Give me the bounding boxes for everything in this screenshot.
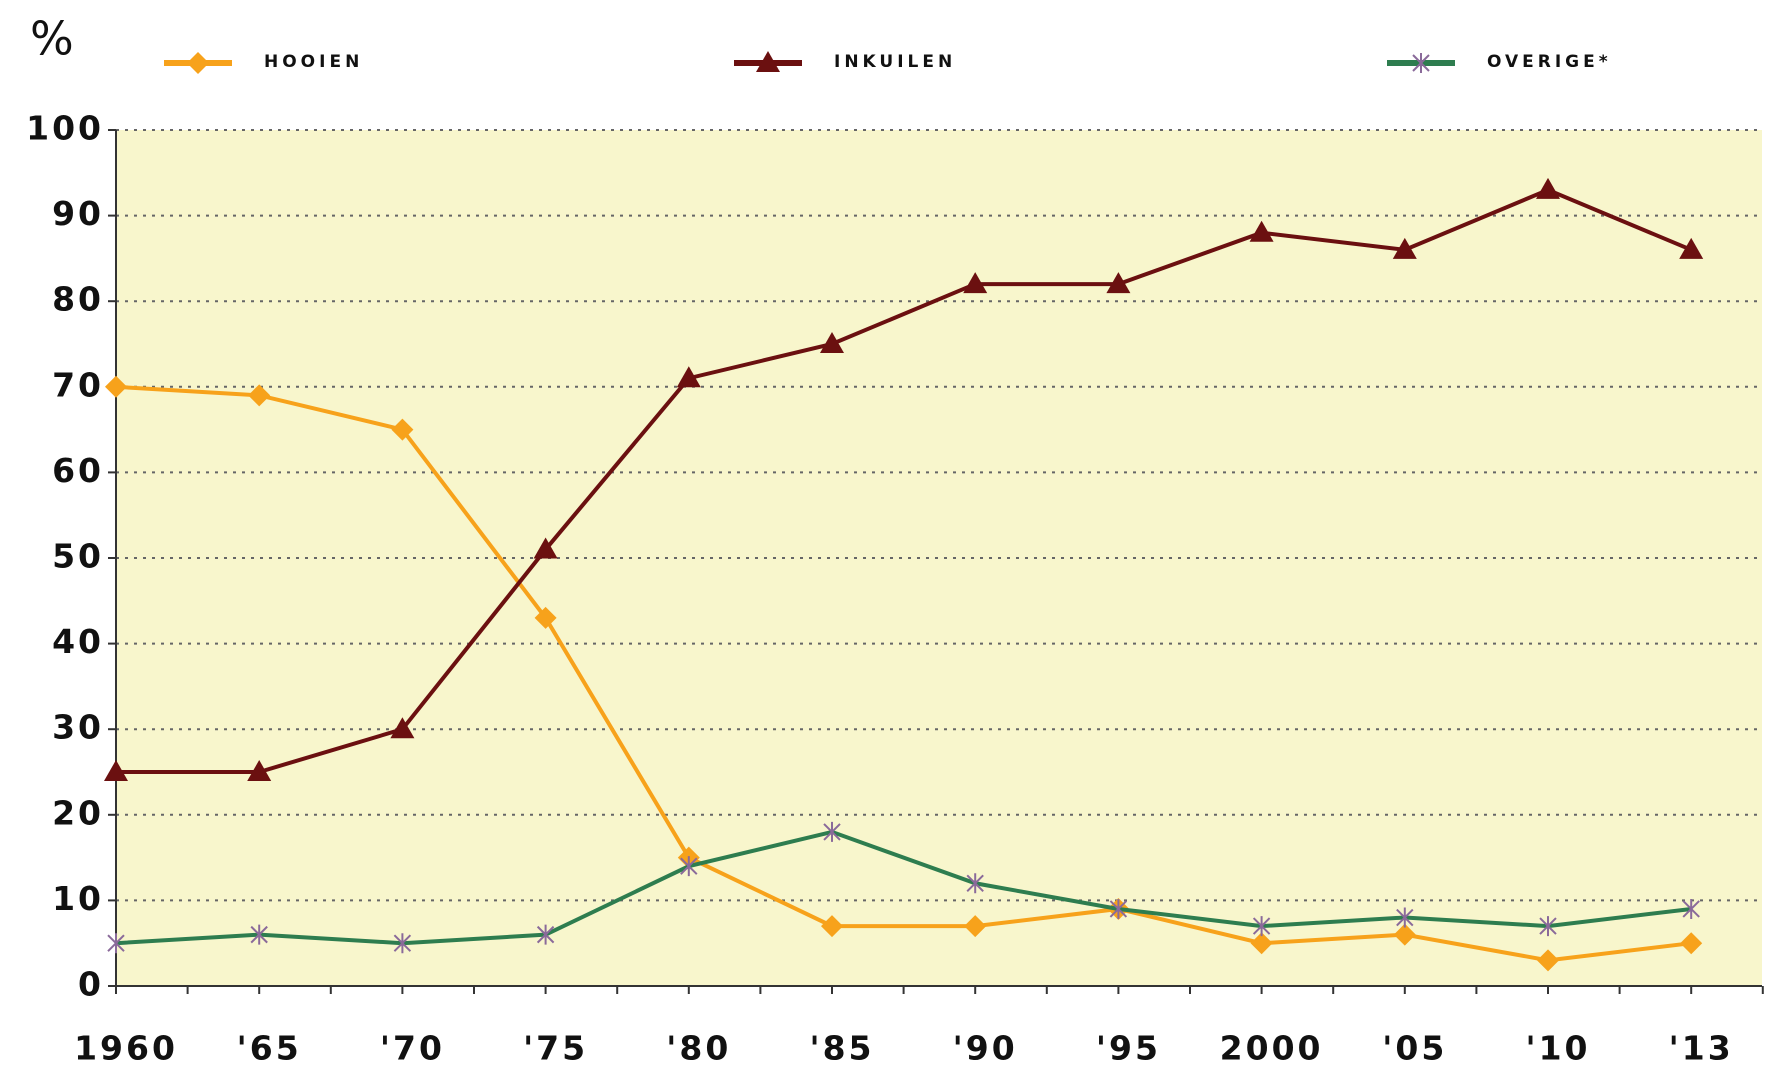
x-tick-label: '80 [666,1029,731,1068]
data-point [820,332,844,353]
y-axis-label: % [30,12,74,66]
x-tick-label: '85 [809,1029,874,1068]
legend-marker [187,52,209,74]
y-tick-label: 50 [52,537,104,576]
data-point [1392,237,1417,259]
series-line [115,384,1692,963]
data-point [823,821,841,842]
x-tick-label: '95 [1096,1029,1161,1068]
legend-label: OVERIGE* [1487,52,1612,72]
x-tick-label: '75 [523,1029,588,1068]
y-tick-label: 70 [52,365,104,404]
data-point [1393,923,1416,946]
x-tick-label: '70 [380,1029,445,1068]
series-line [116,187,1692,774]
data-point [390,717,415,739]
data-point [1682,898,1700,919]
data-point [250,924,268,945]
x-tick-label: 1960 [74,1029,178,1068]
data-point [1536,177,1560,199]
data-point [536,924,555,945]
data-point [533,537,558,559]
data-point [1250,932,1273,955]
data-point [105,375,127,398]
series-line [115,829,1692,946]
x-tick-label: '05 [1382,1029,1447,1068]
data-point [534,606,557,629]
x-tick-label: '90 [953,1029,1018,1068]
x-tick-label: 2000 [1220,1029,1324,1068]
data-point [107,933,125,954]
data-point [966,873,984,894]
data-point [1679,237,1704,259]
legend-marker [756,51,780,72]
y-tick-label: 100 [26,109,104,148]
data-point [391,418,414,441]
y-tick-label: 30 [52,708,104,747]
plot-area [116,130,1762,986]
x-tick-label: '65 [237,1029,302,1068]
data-point [247,760,272,781]
legend-label: INKUILEN [834,52,956,72]
data-point [963,272,988,294]
y-tick-label: 80 [52,280,104,319]
data-point [680,856,698,877]
data-point [1109,898,1128,919]
data-point [821,915,843,938]
data-point [1249,220,1274,242]
data-point [393,933,412,954]
data-point [1106,272,1131,294]
data-point [1539,916,1557,937]
y-tick-label: 60 [52,451,104,490]
data-point [1252,916,1271,937]
legend-marker [1412,53,1430,73]
x-tick-label: '10 [1525,1029,1590,1068]
data-point [1680,932,1703,955]
data-point [248,384,271,407]
x-tick-label: '13 [1669,1029,1734,1068]
data-point [676,366,701,388]
legend-label: HOOIEN [264,52,363,72]
y-tick-label: 40 [52,622,104,661]
data-point [104,760,128,781]
data-point [1396,907,1414,928]
y-tick-label: 0 [78,965,104,1004]
data-point [1537,949,1559,972]
y-tick-label: 10 [52,879,104,918]
data-point [964,915,987,938]
y-tick-label: 90 [52,194,104,233]
y-tick-label: 20 [52,793,104,832]
